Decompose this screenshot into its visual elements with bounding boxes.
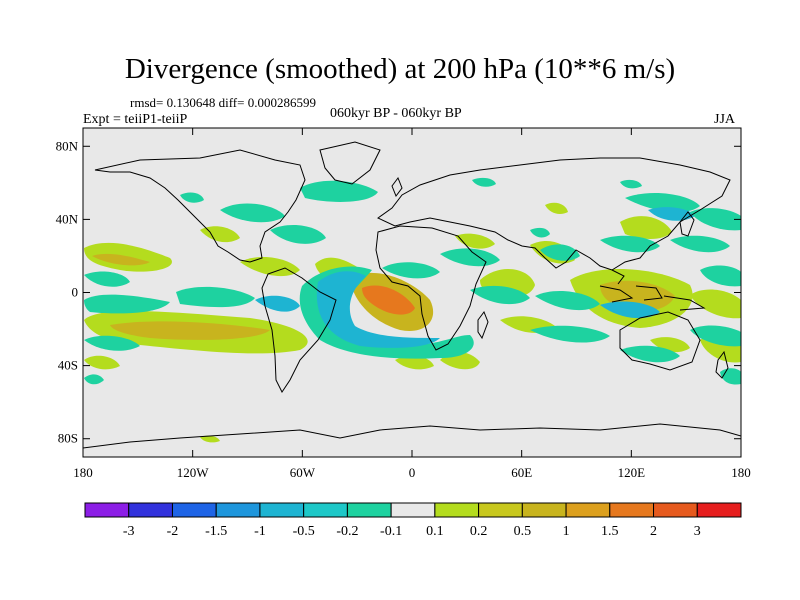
positive-anomalies [84,202,741,443]
greenland-coast [319,141,381,185]
lon-tick-label: 60E [511,465,532,480]
colorbar-label: -0.1 [380,524,402,539]
lon-tick-label: 0 [409,465,416,480]
colorbar-swatch [259,502,305,518]
period-label: 060kyr BP - 060kyr BP [330,106,462,121]
coastlines [83,141,741,449]
axis-ticks: 180 120W 60W 0 60E 120E 180 80N 40N 0 40S 80S [56,128,751,480]
lat-tick-label: 0 [72,285,79,300]
colorbar-swatch [478,502,523,518]
lon-tick-label: 120W [177,465,210,480]
lon-tick-label: 60W [290,465,316,480]
colorbar-swatch [128,502,173,518]
lon-tick-label: 120E [618,465,646,480]
colorbar-label: 1 [563,524,570,539]
colorbar-swatch [346,502,392,518]
colorbar-label: -1 [254,524,266,539]
japan-coast [679,211,695,237]
maritime-continent-coast [599,269,706,311]
lon-tick-label: 180 [73,465,93,480]
colorbar-label: 0.1 [426,524,444,539]
colorbar-label: 1.5 [601,524,619,539]
colorbar-label: -1.5 [205,524,227,539]
chart-title: Divergence (smoothed) at 200 hPa (10**6 … [124,53,676,85]
stats-label: rmsd= 0.130648 diff= 0.000286599 [130,95,316,110]
colorbar-swatch [434,502,480,518]
south-america-coast [261,267,337,393]
colorbar-swatch [609,502,655,518]
colorbar-label: 0.5 [514,524,532,539]
colorbar-label: -3 [123,524,135,539]
colorbar-swatch [171,502,217,518]
colorbar-swatch [390,502,436,518]
antarctica-coast [83,423,741,449]
colorbar-label: -0.5 [293,524,315,539]
new-zealand-coast [715,350,729,379]
season-label: JJA [714,112,736,127]
negative-anomalies [84,177,741,385]
colorbar: -3 -2 -1.5 -1 -0.5 -0.2 -0.1 0.1 0.2 0.5 1 1.5 2 3 [84,502,742,539]
colorbar-swatch [696,502,742,518]
madagascar-coast [477,310,489,340]
contour-fills [84,177,741,443]
colorbar-label: 3 [694,524,701,539]
colorbar-swatch [84,502,130,518]
colorbar-swatch [215,502,261,518]
colorbar-label: 0.2 [470,524,488,539]
colorbar-swatch [303,502,348,518]
colorbar-swatch [565,502,611,518]
experiment-label: Expt = teiiP1-teiiP [83,112,188,127]
colorbar-swatch [653,502,698,518]
colorbar-label: 2 [650,524,657,539]
british-isles-coast [391,176,403,198]
lat-tick-label: 40S [58,358,78,373]
north-america-coast [94,149,306,263]
colorbar-label: -2 [167,524,179,539]
lat-tick-label: 40N [56,211,79,226]
eurasia-coast [377,157,731,271]
australia-coast [619,311,701,371]
lat-tick-label: 80N [56,138,79,153]
lat-tick-label: 80S [58,431,78,446]
lon-tick-label: 180 [731,465,751,480]
colorbar-swatch [521,502,567,518]
colorbar-label: -0.2 [336,524,358,539]
africa-coast [375,225,487,351]
